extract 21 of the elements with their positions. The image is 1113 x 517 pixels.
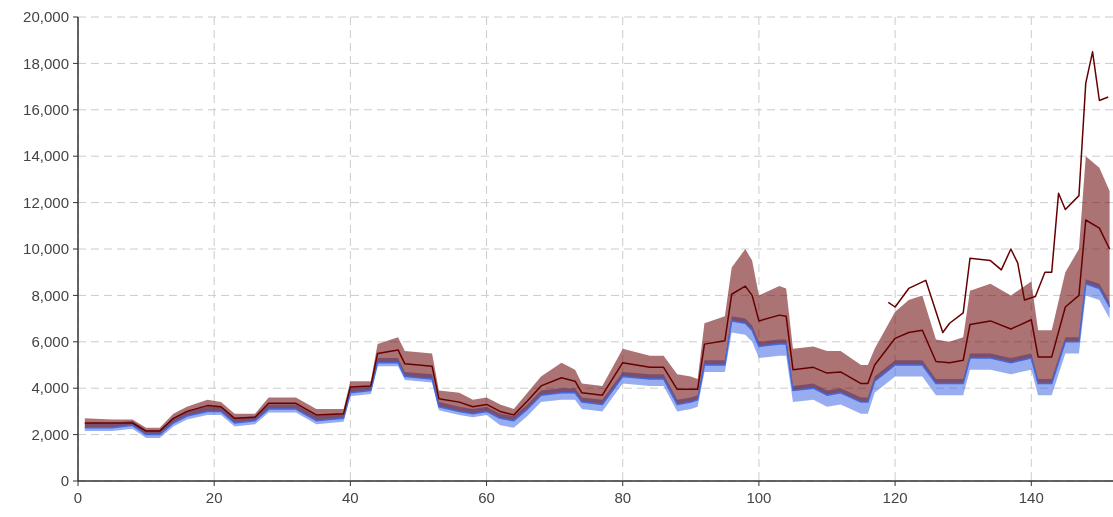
y-tick-label: 12,000	[23, 193, 69, 211]
x-tick-label: 20	[205, 489, 223, 506]
y-tick-label: 6,000	[31, 333, 69, 351]
x-tick-label: 100	[746, 489, 772, 506]
y-tick-label: 2,000	[31, 425, 69, 443]
x-tick-label: 60	[478, 489, 495, 506]
y-tick-label: 10,000	[23, 240, 69, 258]
y-tick-label: 4,000	[31, 379, 69, 397]
y-tick-label: 16,000	[23, 101, 69, 119]
y-tick-label: 20,000	[23, 8, 69, 26]
x-tick-label: 80	[614, 489, 632, 506]
line-series	[887, 51, 1109, 334]
x-tick-label: 40	[342, 489, 359, 506]
y-tick-label: 8,000	[31, 286, 69, 304]
y-tick-label: 0	[60, 472, 69, 490]
y-tick-label: 14,000	[23, 147, 69, 165]
x-tick-label: 0	[73, 489, 83, 506]
x-tick-label: 140	[1018, 489, 1044, 506]
x-tick-label: 120	[882, 489, 908, 506]
y-tick-label: 18,000	[23, 54, 69, 72]
line-series	[84, 219, 1111, 432]
